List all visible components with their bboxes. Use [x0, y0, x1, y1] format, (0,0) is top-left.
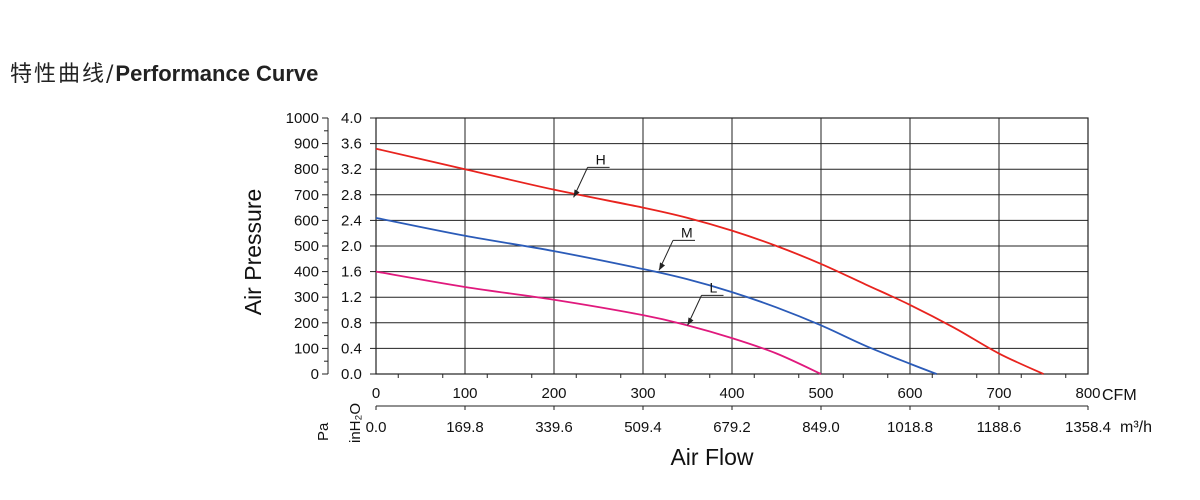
y-tick-label-pa: 300 — [294, 289, 319, 306]
y-tick-label-pa: 0 — [311, 366, 319, 383]
series-line-m — [375, 216, 938, 375]
x-tick-label-cfm: 200 — [541, 385, 566, 402]
y-axis-title: Air Pressure — [240, 189, 266, 316]
callout-arrowhead — [659, 262, 666, 271]
x-unit-m3h: m³/h — [1120, 419, 1152, 436]
y-tick-label-pa: 100 — [294, 340, 319, 357]
x-tick-label-m3h: 849.0 — [802, 419, 840, 436]
x-tick-label-m3h: 509.4 — [624, 419, 662, 436]
x-axis-title: Air Flow — [670, 444, 753, 470]
x-tick-label-m3h: 1018.8 — [887, 419, 933, 436]
y-tick-label-pa: 400 — [294, 264, 319, 281]
y-tick-label-inh2o: 1.6 — [341, 264, 362, 281]
x-tick-label-m3h: 339.6 — [535, 419, 573, 436]
callout-arrowhead — [687, 317, 694, 326]
y-tick-label-inh2o: 3.2 — [341, 161, 362, 178]
x-tick-label-cfm: 500 — [808, 385, 833, 402]
x-tick-label-cfm: 400 — [719, 385, 744, 402]
page-title: 特性曲线/Performance Curve — [10, 56, 318, 88]
y-tick-label-pa: 500 — [294, 238, 319, 255]
series-label-l: L — [710, 279, 718, 295]
x-tick-label-m3h: 1188.6 — [977, 419, 1022, 436]
x-tick-label-m3h: 679.2 — [713, 419, 751, 436]
y-tick-label-pa: 1000 — [286, 110, 319, 127]
x-unit-cfm: CFM — [1102, 387, 1137, 404]
y-tick-label-inh2o: 2.4 — [341, 212, 362, 229]
y-tick-label-pa: 900 — [294, 136, 319, 153]
x-tick-label-m3h: 1358.4 — [1065, 419, 1111, 436]
page-title-chinese: 特性曲线/ — [10, 62, 116, 87]
page-title-english: Performance Curve — [115, 61, 319, 86]
y-tick-label-inh2o: 2.8 — [341, 187, 362, 204]
series-line-l — [375, 270, 822, 375]
y-tick-label-pa: 700 — [294, 187, 319, 204]
x-tick-label-cfm: 800 — [1075, 385, 1100, 402]
y-tick-label-inh2o: 0.0 — [341, 366, 362, 383]
series-line-h — [375, 147, 1044, 375]
x-tick-label-cfm: 700 — [986, 385, 1011, 402]
y-tick-label-inh2o: 1.2 — [341, 289, 362, 306]
series-label-m: M — [681, 224, 693, 240]
y-tick-label-pa: 200 — [294, 315, 319, 332]
y-unit-inh2o: inH₂O — [347, 403, 364, 443]
y-tick-label-inh2o: 3.6 — [341, 136, 362, 153]
y-tick-label-inh2o: 4.0 — [341, 110, 362, 127]
x-tick-label-cfm: 300 — [630, 385, 655, 402]
y-tick-label-inh2o: 0.4 — [341, 340, 362, 357]
y-unit-pa: Pa — [315, 422, 332, 441]
y-tick-label-inh2o: 2.0 — [341, 238, 362, 255]
x-tick-label-m3h: 169.8 — [446, 419, 484, 436]
x-tick-label-cfm: 600 — [897, 385, 922, 402]
y-tick-label-pa: 800 — [294, 161, 319, 178]
x-tick-label-cfm: 0 — [372, 385, 380, 402]
y-tick-label-inh2o: 0.8 — [341, 315, 362, 332]
series-label-h: H — [596, 151, 606, 167]
x-tick-label-cfm: 100 — [452, 385, 477, 402]
y-tick-label-pa: 600 — [294, 212, 319, 229]
callout-arrowhead — [573, 189, 580, 198]
x-tick-label-m3h: 0.0 — [366, 419, 387, 436]
